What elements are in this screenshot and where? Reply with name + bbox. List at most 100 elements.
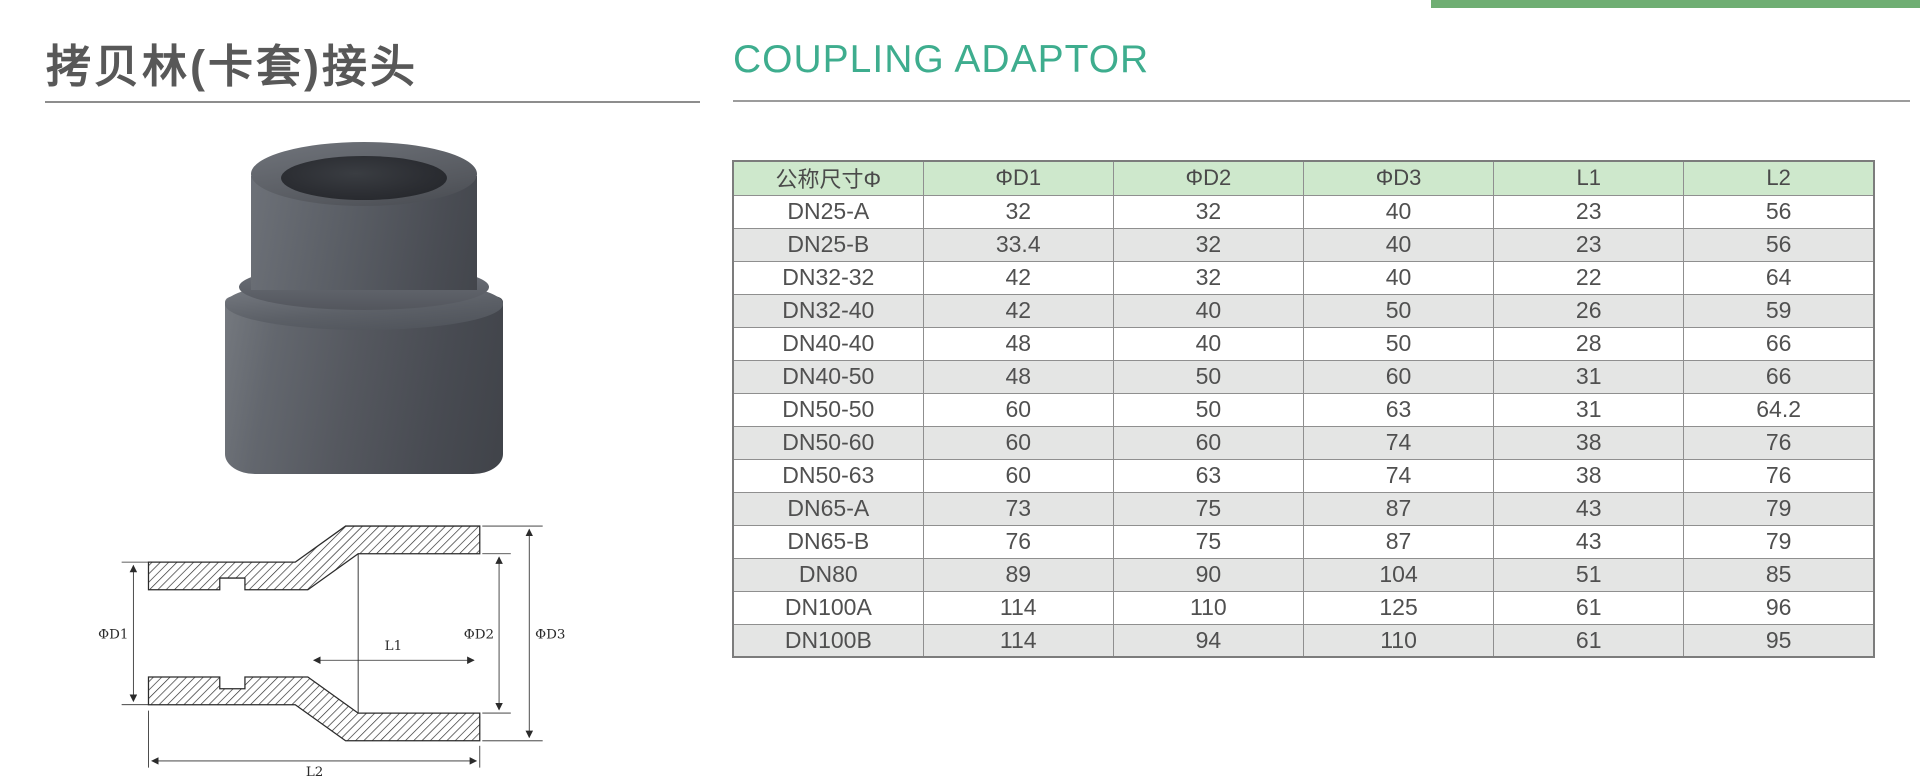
column-header: ΦD3 <box>1302 160 1495 196</box>
table-cell: 48 <box>922 326 1114 361</box>
table-cell: 38 <box>1493 425 1685 460</box>
table-cell: 61 <box>1493 623 1685 658</box>
drawing-bottom-wall <box>147 676 481 742</box>
dim-label-l1: L1 <box>385 639 402 654</box>
table-cell: DN100B <box>732 623 924 658</box>
column-header: ΦD1 <box>922 160 1114 196</box>
technical-drawing: ΦD1 ΦD2 ΦD3 L1 L2 <box>98 525 565 776</box>
table-cell: 26 <box>1493 293 1685 328</box>
table-cell: 85 <box>1683 557 1875 592</box>
photo-bore <box>281 156 447 200</box>
table-cell: 42 <box>922 293 1114 328</box>
table-cell: 87 <box>1302 524 1495 559</box>
table-cell: DN40-40 <box>732 326 924 361</box>
table-row: DN50-60 60 60 74 38 76 <box>732 425 1875 460</box>
column-header: ΦD2 <box>1112 160 1304 196</box>
table-cell: 43 <box>1493 524 1685 559</box>
table-cell: 56 <box>1683 194 1875 229</box>
table-cell: 23 <box>1493 227 1685 262</box>
table-cell: 32 <box>1112 194 1304 229</box>
table-cell: DN80 <box>732 557 924 592</box>
table-cell: 73 <box>922 491 1114 526</box>
table-cell: DN50-50 <box>732 392 924 427</box>
table-cell: 66 <box>1683 326 1875 361</box>
table-cell: 40 <box>1302 194 1495 229</box>
table-cell: 90 <box>1112 557 1304 592</box>
table-cell: 63 <box>1112 458 1304 493</box>
dim-label-d1: ΦD1 <box>98 627 128 642</box>
dim-label-d3: ΦD3 <box>535 627 565 642</box>
table-cell: 28 <box>1493 326 1685 361</box>
table-cell: 43 <box>1493 491 1685 526</box>
table-row: DN25-A 32 32 40 23 56 <box>732 194 1875 229</box>
table-cell: 74 <box>1302 458 1495 493</box>
table-cell: 38 <box>1493 458 1685 493</box>
column-header: L2 <box>1683 160 1875 196</box>
table-cell: 42 <box>922 260 1114 295</box>
column-header: L1 <box>1493 160 1685 196</box>
table-cell: 32 <box>922 194 1114 229</box>
table-cell: 50 <box>1302 326 1495 361</box>
spec-table: 公称尺寸Φ ΦD1 ΦD2 ΦD3 L1 L2 DN25-A 32 32 40 23 56 DN25-… <box>732 160 1875 658</box>
table-row: DN50-63 60 63 74 38 76 <box>732 458 1875 493</box>
table-row: DN65-B 76 75 87 43 79 <box>732 524 1875 559</box>
table-cell: 40 <box>1112 293 1304 328</box>
table-cell: 60 <box>1112 425 1304 460</box>
column-header: 公称尺寸Φ <box>732 160 924 196</box>
table-cell: 32 <box>1112 227 1304 262</box>
table-row: DN32-40 42 40 50 26 59 <box>732 293 1875 328</box>
table-cell: 40 <box>1112 326 1304 361</box>
table-cell: 60 <box>922 425 1114 460</box>
table-cell: 48 <box>922 359 1114 394</box>
drawing-top-wall <box>147 525 481 591</box>
table-row: DN25-B 33.4 32 40 23 56 <box>732 227 1875 262</box>
table-cell: 94 <box>1112 623 1304 658</box>
table-cell: 125 <box>1302 590 1495 625</box>
table-row: DN50-50 60 50 63 31 64.2 <box>732 392 1875 427</box>
table-cell: 61 <box>1493 590 1685 625</box>
table-cell: 50 <box>1112 359 1304 394</box>
table-cell: DN25-B <box>732 227 924 262</box>
page-title-chinese: 拷贝林(卡套)接头 <box>46 41 418 92</box>
table-cell: DN25-A <box>732 194 924 229</box>
table-cell: DN40-50 <box>732 359 924 394</box>
table-cell: 40 <box>1302 227 1495 262</box>
title-divider-zh <box>45 101 700 103</box>
table-cell: 110 <box>1302 623 1495 658</box>
table-row: DN100A 114 110 125 61 96 <box>732 590 1875 625</box>
product-photo <box>225 128 503 480</box>
table-cell: DN65-B <box>732 524 924 559</box>
table-cell: 96 <box>1683 590 1875 625</box>
table-cell: 59 <box>1683 293 1875 328</box>
table-cell: DN65-A <box>732 491 924 526</box>
table-cell: 76 <box>1683 425 1875 460</box>
dim-label-d2: ΦD2 <box>464 627 494 642</box>
table-cell: 114 <box>922 590 1114 625</box>
table-cell: 60 <box>922 392 1114 427</box>
table-cell: 75 <box>1112 491 1304 526</box>
table-cell: 50 <box>1112 392 1304 427</box>
table-cell: 76 <box>1683 458 1875 493</box>
table-cell: 66 <box>1683 359 1875 394</box>
table-row: DN100B 114 94 110 61 95 <box>732 623 1875 658</box>
table-cell: DN50-63 <box>732 458 924 493</box>
table-row: DN80 89 90 104 51 85 <box>732 557 1875 592</box>
table-cell: 104 <box>1302 557 1495 592</box>
table-cell: 64.2 <box>1683 392 1875 427</box>
page-title-english: COUPLING ADAPTOR <box>733 38 1150 81</box>
title-divider-en <box>733 100 1910 102</box>
table-cell: 50 <box>1302 293 1495 328</box>
table-cell: DN50-60 <box>732 425 924 460</box>
table-cell: 64 <box>1683 260 1875 295</box>
table-cell: 31 <box>1493 359 1685 394</box>
table-cell: 79 <box>1683 491 1875 526</box>
table-cell: 51 <box>1493 557 1685 592</box>
table-cell: 31 <box>1493 392 1685 427</box>
table-row: DN32-32 42 32 40 22 64 <box>732 260 1875 295</box>
table-cell: 89 <box>922 557 1114 592</box>
table-cell: 56 <box>1683 227 1875 262</box>
table-cell: 87 <box>1302 491 1495 526</box>
table-cell: 110 <box>1112 590 1304 625</box>
table-row: DN40-50 48 50 60 31 66 <box>732 359 1875 394</box>
table-cell: 114 <box>922 623 1114 658</box>
